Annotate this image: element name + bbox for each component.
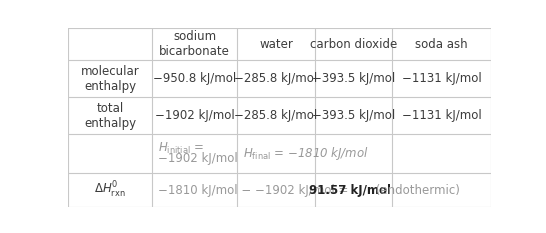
Text: carbon dioxide: carbon dioxide: [310, 38, 397, 51]
Text: −393.5 kJ/mol: −393.5 kJ/mol: [312, 109, 395, 122]
Text: −1131 kJ/mol: −1131 kJ/mol: [402, 72, 482, 85]
Text: water: water: [259, 38, 293, 51]
Text: sodium
bicarbonate: sodium bicarbonate: [159, 30, 230, 58]
Text: −393.5 kJ/mol: −393.5 kJ/mol: [312, 72, 395, 85]
Text: −1902 kJ/mol: −1902 kJ/mol: [158, 152, 238, 165]
Text: 91.57 kJ/mol: 91.57 kJ/mol: [308, 184, 390, 197]
Text: $\Delta H^{0}_{\mathrm{rxn}}$: $\Delta H^{0}_{\mathrm{rxn}}$: [94, 180, 126, 200]
Text: soda ash: soda ash: [416, 38, 468, 51]
Text: −285.8 kJ/mol: −285.8 kJ/mol: [234, 109, 318, 122]
Text: molecular
enthalpy: molecular enthalpy: [81, 65, 139, 93]
Text: −285.8 kJ/mol: −285.8 kJ/mol: [234, 72, 318, 85]
Text: $H_{\mathrm{initial}}$ =: $H_{\mathrm{initial}}$ =: [158, 141, 204, 156]
Text: $H_{\mathrm{final}}$ = −1810 kJ/mol: $H_{\mathrm{final}}$ = −1810 kJ/mol: [244, 145, 369, 162]
Text: (endothermic): (endothermic): [372, 184, 460, 197]
Text: −950.8 kJ/mol: −950.8 kJ/mol: [153, 72, 236, 85]
Text: total
enthalpy: total enthalpy: [84, 102, 136, 130]
Text: −1902 kJ/mol: −1902 kJ/mol: [155, 109, 234, 122]
Text: −1810 kJ/mol − −1902 kJ/mol =: −1810 kJ/mol − −1902 kJ/mol =: [158, 184, 352, 197]
Text: −1131 kJ/mol: −1131 kJ/mol: [402, 109, 482, 122]
